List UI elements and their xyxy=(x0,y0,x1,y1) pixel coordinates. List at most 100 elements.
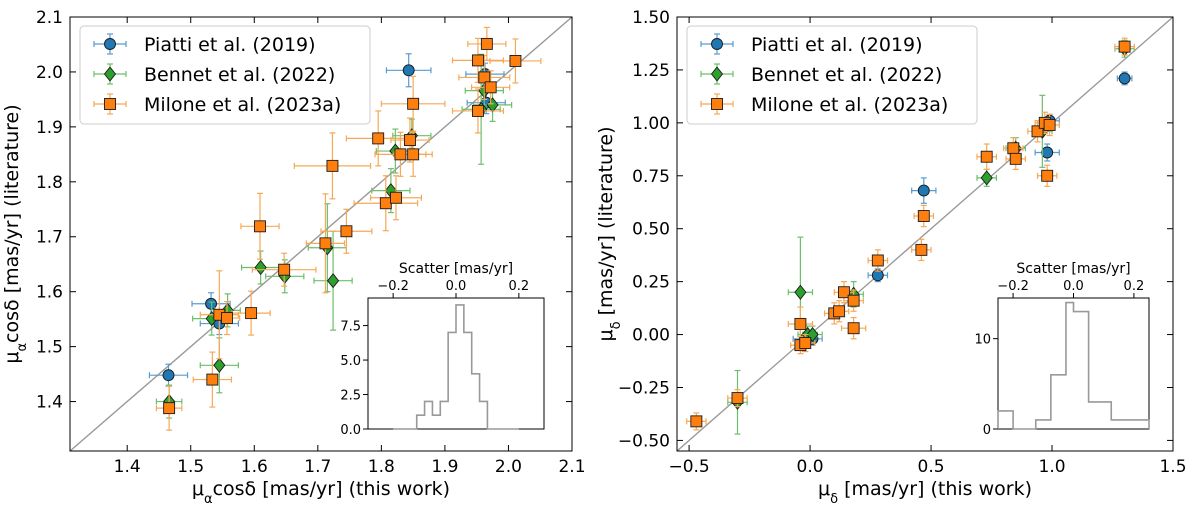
inset-x-tick-label: 0.0 xyxy=(446,279,467,294)
y-tick-label: 1.9 xyxy=(36,118,63,138)
legend-marker-square xyxy=(711,98,723,110)
histogram-step xyxy=(393,304,519,430)
series-square xyxy=(686,37,1135,431)
y-tick-label: 1.00 xyxy=(632,114,670,134)
y-tick-label: −0.25 xyxy=(618,378,670,398)
point-square xyxy=(245,307,258,320)
inset-y-tick-label: 10 xyxy=(974,333,991,348)
one-to-one-line xyxy=(677,17,1173,451)
inset-y-tick-label: 0 xyxy=(983,423,991,438)
inset-y-tick-label: 2.5 xyxy=(340,389,361,404)
legend-label: Milone et al. (2023a) xyxy=(751,94,948,116)
point-square xyxy=(254,220,266,233)
y-tick-label: 1.5 xyxy=(36,338,63,358)
point-square xyxy=(394,148,407,161)
point-square xyxy=(509,54,522,67)
point-square xyxy=(480,37,493,50)
y-tick-label: 0.75 xyxy=(632,167,670,187)
point-square xyxy=(1118,40,1131,53)
point-diamond xyxy=(254,259,267,276)
point-square xyxy=(915,243,928,256)
x-axis-label: μαcosδ [mas/yr] (this work) xyxy=(192,478,450,507)
y-tick-label: −0.50 xyxy=(618,431,670,451)
x-tick-label: −0.5 xyxy=(668,457,709,477)
point-square xyxy=(379,197,392,210)
x-tick-label: 1.6 xyxy=(241,457,268,477)
legend-frame xyxy=(79,25,371,125)
left-scatter-panel: 1.4 1.5 1.6 1.7 1.8 1.9 2.0 2.1 1.4 1.5 1.6 1.7 1.8 1… xyxy=(1,8,586,507)
y-tick-label: 1.25 xyxy=(632,61,670,81)
point-square xyxy=(478,71,491,84)
inset-x-tick-label: 0.2 xyxy=(1124,279,1145,294)
inset-frame xyxy=(997,297,1150,430)
y-axis-label: μαcosδ [mas/yr] (literature) xyxy=(1,104,30,363)
legend-marker-circle xyxy=(104,38,116,50)
legend-marker-circle xyxy=(711,38,723,50)
x-tick-label: 0.0 xyxy=(797,457,824,477)
point-square xyxy=(407,97,420,110)
point-square xyxy=(917,210,930,222)
point-square xyxy=(319,237,332,250)
inset-y-tick-label: 5.0 xyxy=(340,354,361,369)
point-square xyxy=(163,402,176,415)
point-square xyxy=(980,150,993,163)
point-circle xyxy=(1118,72,1131,85)
x-tick-label: 1.0 xyxy=(1039,457,1066,477)
legend-label: Bennet et al. (2022) xyxy=(751,64,942,86)
histogram-step xyxy=(997,301,1150,430)
legend: Piatti et al. (2019) Bennet et al. (2022)… xyxy=(686,25,978,125)
inset-y-tick-label: 0.0 xyxy=(340,423,361,438)
point-square xyxy=(1041,169,1054,182)
plot-frame xyxy=(676,16,1174,452)
legend-label: Bennet et al. (2022) xyxy=(144,64,335,86)
x-tick-label: 1.9 xyxy=(431,457,458,477)
point-square xyxy=(847,322,860,335)
point-square xyxy=(206,373,219,386)
point-circle xyxy=(205,297,218,310)
legend-marker-square xyxy=(104,98,116,110)
point-square xyxy=(871,254,884,267)
point-square xyxy=(390,191,402,204)
y-tick-label: 1.6 xyxy=(36,283,63,303)
y-tick-label: 0.00 xyxy=(632,326,670,346)
legend-marker-diamond xyxy=(103,66,117,82)
point-square xyxy=(794,318,807,330)
point-square xyxy=(484,81,497,94)
point-diamond xyxy=(213,357,226,373)
point-square xyxy=(731,392,744,405)
y-tick-label: 0.50 xyxy=(632,220,670,240)
legend: Piatti et al. (2019) Bennet et al. (2022)… xyxy=(79,25,371,125)
x-tick-label: 0.5 xyxy=(918,457,945,477)
point-diamond xyxy=(980,170,993,186)
point-square xyxy=(326,159,339,172)
inset-x-label: Scatter [mas/yr] xyxy=(1016,261,1130,277)
inset-x-label: Scatter [mas/yr] xyxy=(399,261,513,277)
point-square xyxy=(278,263,291,276)
point-square xyxy=(1043,119,1056,131)
inset-histogram: −0.2 0.0 0.2 0 10 Scatter [mas/yr] xyxy=(974,261,1150,438)
y-tick-label: 1.4 xyxy=(36,393,63,413)
x-axis-label: μδ [mas/yr] (this work) xyxy=(818,478,1032,507)
point-square xyxy=(472,104,484,117)
y-tick-label: 1.7 xyxy=(36,228,63,248)
legend-label: Piatti et al. (2019) xyxy=(144,34,316,56)
inset-x-tick-label: −0.2 xyxy=(997,279,1029,294)
point-square xyxy=(372,132,385,145)
legend-marker-diamond xyxy=(710,66,724,82)
point-square xyxy=(847,294,860,307)
error-bar xyxy=(1036,164,1058,187)
point-square xyxy=(404,134,416,147)
x-tick-label: 1.5 xyxy=(177,457,204,477)
inset-x-tick-label: 0.0 xyxy=(1063,279,1084,294)
point-square xyxy=(340,225,353,238)
x-tick-label: 2.1 xyxy=(558,457,585,477)
point-square xyxy=(221,312,233,325)
series-square xyxy=(155,26,542,431)
y-tick-label: 1.8 xyxy=(36,173,63,193)
y-tick-label: 2.1 xyxy=(36,8,63,28)
inset-histogram: −0.2 0.0 0.2 0.0 2.5 5.0 7.5 Scatter [mas/yr] xyxy=(340,261,545,438)
y-tick-label: 0.25 xyxy=(632,273,670,293)
inset-x-tick-label: 0.2 xyxy=(509,279,530,294)
y-tick-label: 2.0 xyxy=(36,63,63,83)
